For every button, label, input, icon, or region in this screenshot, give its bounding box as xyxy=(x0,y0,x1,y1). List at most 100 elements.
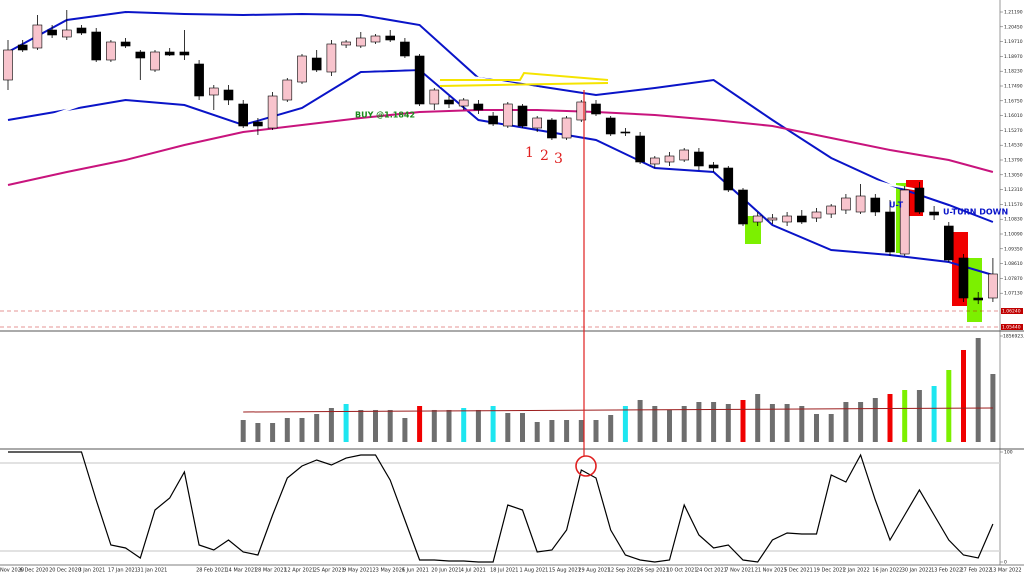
candle-body xyxy=(782,215,792,223)
volume-bar xyxy=(461,408,467,442)
candle-body xyxy=(752,215,763,223)
volume-bar xyxy=(564,419,570,442)
annotation: U-TURN DOWN xyxy=(943,208,1008,217)
volume-bar xyxy=(549,419,555,442)
x-tick-label: 12 Apr 2021 xyxy=(284,568,315,574)
volume-bar xyxy=(270,423,276,442)
candle-body xyxy=(870,197,881,213)
circle-marker xyxy=(575,455,597,477)
candle-body xyxy=(796,215,807,223)
volume-bar xyxy=(916,390,922,442)
candle-body xyxy=(76,27,87,34)
volume-bar xyxy=(505,413,511,442)
y-tick-label: 1.16750 xyxy=(1004,98,1023,104)
candle-body xyxy=(885,211,895,253)
volume-bar xyxy=(520,413,525,442)
candle-body xyxy=(811,211,822,219)
candle-body xyxy=(385,35,396,41)
x-tick-label: 31 Jan 2021 xyxy=(137,568,167,574)
candle-body xyxy=(517,105,528,127)
candle-body xyxy=(591,103,601,115)
annotation: 1 xyxy=(525,145,534,161)
candle-body xyxy=(282,79,293,101)
y-tick-label: 1.09350 xyxy=(1004,246,1023,252)
volume-bar xyxy=(314,414,320,442)
candle-body xyxy=(400,41,410,57)
x-tick-label: 10 Oct 2021 xyxy=(667,568,698,574)
x-tick-label: 6 Dec 2020 xyxy=(20,568,49,574)
price-label-box xyxy=(1001,308,1023,314)
y-tick-label: 1.07130 xyxy=(1004,291,1023,297)
candle-body xyxy=(91,31,101,61)
volume-bar xyxy=(902,390,908,442)
drawings: BUY @1.1842 1 2 3 U-T U-TURN DOWN xyxy=(355,71,1008,477)
volume-bar xyxy=(961,349,966,442)
volume-bar xyxy=(696,402,702,442)
annotation: 2 xyxy=(540,148,549,164)
volume-bar xyxy=(240,419,246,442)
candle-body xyxy=(943,225,954,261)
indicator-line xyxy=(7,66,994,201)
highlight xyxy=(745,216,761,244)
x-tick-label: 27 Feb 2022 xyxy=(961,568,992,574)
volume-bar xyxy=(358,409,364,442)
y-tick-label: 1.07870 xyxy=(1004,276,1023,282)
candle-body xyxy=(547,119,557,139)
x-tick-label: 9 May 2021 xyxy=(343,568,372,574)
volume-bar xyxy=(711,402,717,442)
x-tick-label: 7 Nov 2021 xyxy=(725,568,754,574)
x-tick-label: Nov 2020 xyxy=(0,568,24,574)
candle-body xyxy=(488,115,498,125)
y-tick-label: 1856923.4 xyxy=(1003,334,1024,340)
volume-bar xyxy=(622,406,628,442)
x-tick-label: 25 Apr 2021 xyxy=(314,568,345,574)
volume-bar xyxy=(284,418,290,442)
volume-bar xyxy=(725,403,731,442)
volume-bar xyxy=(328,408,334,442)
y-tick-label: 1.18970 xyxy=(1004,54,1023,60)
volume-bar xyxy=(652,406,658,442)
candle-body xyxy=(61,29,72,38)
candle-body xyxy=(297,55,307,83)
x-tick-label: 1 Aug 2021 xyxy=(520,568,549,574)
x-tick-label: 3 Jan 2021 xyxy=(79,568,106,574)
y-tick-label: 1.11570 xyxy=(1004,202,1023,208)
annotation: BUY @1.1842 xyxy=(355,111,415,120)
candle-body xyxy=(17,44,28,51)
candle-body xyxy=(106,41,116,61)
candle-body xyxy=(620,131,631,134)
volume-bar xyxy=(799,406,805,442)
volume-bar xyxy=(431,409,437,442)
volume-bar xyxy=(490,406,496,442)
x-tick-label: 13 Mar 2022 xyxy=(990,568,1022,574)
candle-body xyxy=(679,149,690,161)
volume-bar xyxy=(255,423,261,442)
x-tick-label: 24 Oct 2021 xyxy=(696,568,727,574)
candle-body xyxy=(179,51,190,56)
volume-bar xyxy=(373,409,378,442)
y-tick-label: 1.20450 xyxy=(1004,24,1023,30)
candle-body xyxy=(841,197,851,211)
x-tick-label: 16 Jan 2022 xyxy=(872,568,902,574)
volume-bar xyxy=(446,409,452,442)
volume-bar xyxy=(931,386,937,442)
candle-body xyxy=(708,164,719,169)
yellow-drawing xyxy=(439,82,609,87)
x-tick-label: 12 Sep 2021 xyxy=(608,568,640,574)
y-tick-label: 1.13050 xyxy=(1004,172,1023,178)
x-tick-label: 17 Jan 2021 xyxy=(108,568,138,574)
x-tick-label: 2 Jan 2022 xyxy=(843,568,870,574)
x-tick-label: 28 Feb 2021 xyxy=(196,568,227,574)
x-tick-label: 20 Dec 2020 xyxy=(49,568,81,574)
candle-body xyxy=(973,297,984,301)
y-tick-label: 100 xyxy=(1004,450,1013,456)
candle-body xyxy=(635,135,645,163)
x-tick-label: 23 May 2021 xyxy=(373,568,406,574)
volume-bar xyxy=(740,399,746,442)
candle-body xyxy=(899,189,910,255)
candle-body xyxy=(458,99,469,107)
volume-bar xyxy=(784,403,790,442)
candle-body xyxy=(311,57,322,71)
